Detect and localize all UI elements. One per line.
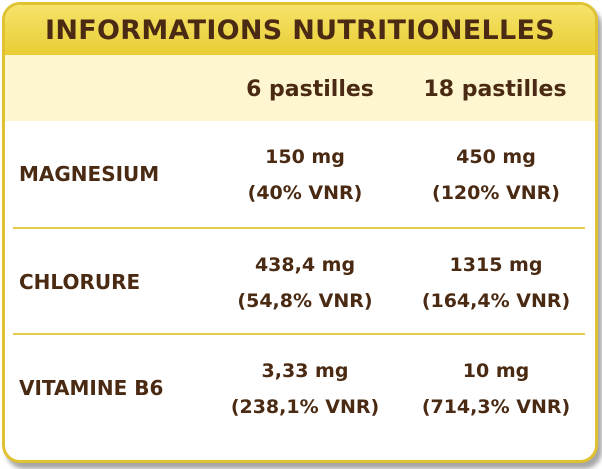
table-title: INFORMATIONS NUTRITIONELLES [45,14,555,46]
cell-amount: 1315 mg [449,254,543,276]
cell-18-pastilles: 450 mg (120% VNR) [398,139,594,211]
cell-vnr: (40% VNR) [247,182,363,204]
cell-amount: 438,4 mg [254,254,356,276]
cell-18-pastilles: 10 mg (714,3% VNR) [398,353,594,425]
row-divider [13,227,585,229]
title-band: INFORMATIONS NUTRITIONELLES [5,5,595,55]
cell-amount: 450 mg [456,146,536,168]
cell-18-pastilles: 1315 mg (164,4% VNR) [398,247,594,319]
cell-vnr: (120% VNR) [432,182,560,204]
cell-6-pastilles: 150 mg (40% VNR) [210,139,400,211]
cell-vnr: (714,3% VNR) [421,396,571,418]
column-header-6-pastilles: 6 pastilles [246,77,374,102]
cell-amount: 3,33 mg [261,360,349,382]
table-row-vitamine-b6: VITAMINE B6 3,33 mg (238,1% VNR) 10 mg (… [5,335,595,441]
row-divider [13,333,585,335]
cell-vnr: (54,8% VNR) [237,290,373,312]
row-label: MAGNESIUM [19,162,160,186]
column-header-band [5,55,595,121]
table-row-chlorure: CHLORURE 438,4 mg (54,8% VNR) 1315 mg (1… [5,229,595,335]
nutrition-table-card: INFORMATIONS NUTRITIONELLES 6 pastilles … [2,2,598,463]
row-label: CHLORURE [19,270,141,294]
cell-6-pastilles: 438,4 mg (54,8% VNR) [210,247,400,319]
cell-6-pastilles: 3,33 mg (238,1% VNR) [210,353,400,425]
cell-amount: 10 mg [462,360,530,382]
cell-vnr: (238,1% VNR) [230,396,380,418]
cell-amount: 150 mg [265,146,345,168]
cell-vnr: (164,4% VNR) [421,290,571,312]
row-label: VITAMINE B6 [19,376,164,400]
table-row-magnesium: MAGNESIUM 150 mg (40% VNR) 450 mg (120% … [5,121,595,227]
column-header-18-pastilles: 18 pastilles [423,77,567,102]
